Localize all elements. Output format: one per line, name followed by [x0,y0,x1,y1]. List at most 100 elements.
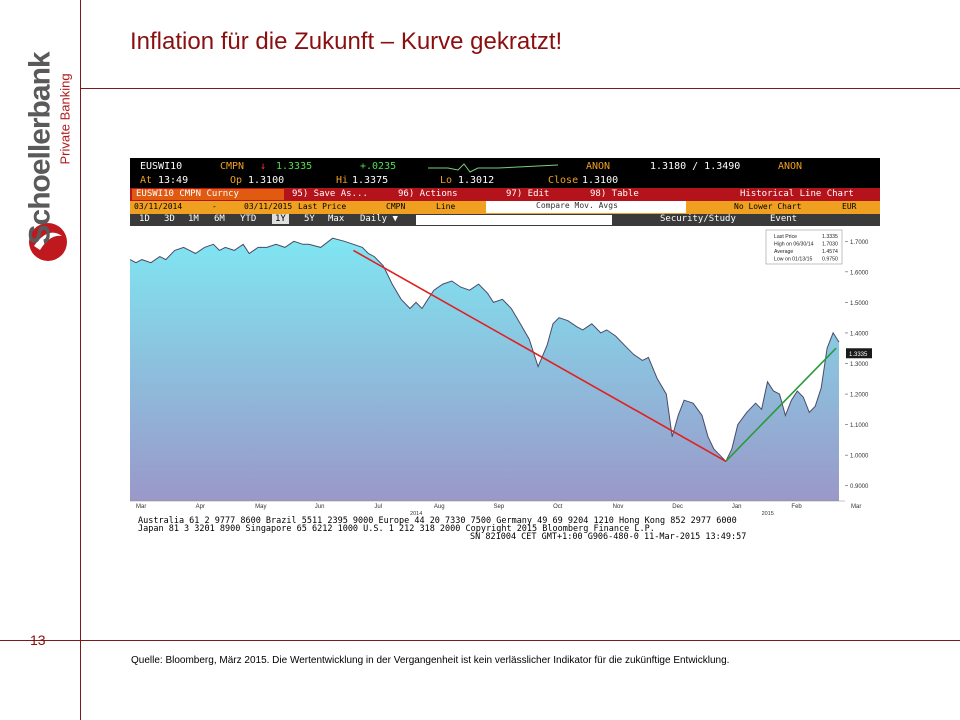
open-value: 1.3100 [248,175,285,186]
event-menu[interactable]: Event [770,214,798,224]
at-label: At [140,175,153,186]
net-change: +.0235 [360,161,397,172]
date-separator-icon: - [212,202,217,211]
x-tick-label: Jun [315,504,325,510]
sparkline [428,163,558,173]
period-bar: 1D 3D 1M 6M YTD 1Y 5Y Max Daily ▼ Securi… [130,214,880,226]
field-select[interactable]: Last Price [298,202,347,211]
legend-label: Average [774,249,793,255]
x-axis-background [130,501,880,516]
schoellerbank-logo: Schoellerbank Private Banking [18,30,74,290]
y-tick-label: 1.3000 [850,362,869,368]
year-label: 2015 [762,511,774,516]
period-6m[interactable]: 6M [214,214,225,224]
trend-line-1 [725,347,837,462]
series-line-0 [130,237,840,463]
x-tick-label: May [255,504,266,510]
y-tick-label: 0.9000 [850,484,869,490]
x-tick-label: Nov [613,504,624,510]
high-label: Hi [336,175,349,186]
page-number: 13 [30,632,46,648]
footer-line-1: Australia 61 2 9777 8600 Brazil 5511 239… [138,516,737,526]
menu-table[interactable]: 98) Table [590,189,639,199]
cmpn-label: CMPN [220,161,245,172]
series-area-0 [130,238,839,501]
high-value: 1.3375 [352,175,389,186]
period-max[interactable]: Max [328,214,345,224]
legend-label: Last Price [774,234,797,240]
legend-box [765,229,843,265]
menu-save-as[interactable]: 95) Save As... [292,189,368,199]
y-tick-label: 1.4000 [850,331,869,337]
source-select[interactable]: CMPN [386,202,406,211]
legend-value: 1.3335 [822,234,838,240]
y-tick-label: 1.7000 [850,240,869,246]
period-1m[interactable]: 1M [188,214,199,224]
logo-sub-text: Private Banking [57,73,73,165]
x-tick-label: Sep [494,504,505,510]
lower-chart-select[interactable]: No Lower Chart [734,202,802,211]
legend-value: 1.7030 [822,242,838,248]
x-tick-label: Oct [553,504,563,510]
legend-label: High on 06/30/14 [774,242,814,248]
ask-source: ANON [778,161,803,172]
style-select[interactable]: Line [436,202,456,211]
footer-rule [0,640,960,641]
logo-main-text: Schoellerbank [23,52,57,245]
logo-wordmark: Schoellerbank Private Banking [23,45,73,245]
terminal-footer: Australia 61 2 9777 8600 Brazil 5511 239… [130,516,880,540]
chart-svg: 1.7000 1.6000 1.5000 1.4000 1.3000 1.2000 1.10… [130,226,880,516]
x-tick-label: Feb [791,504,802,510]
bloomberg-terminal: EUSWI10 CMPN ↓ 1.3335 +.0235 ANON 1.3180… [130,158,880,540]
left-rule [80,0,81,720]
bid-source: ANON [586,161,611,172]
security-study[interactable]: Security/Study [660,214,736,224]
source-note: Quelle: Bloomberg, März 2015. Die Werten… [131,655,730,666]
low-label: Lo [440,175,453,186]
x-tick-label: Jul [374,504,382,510]
footer-line-2: Japan 81 3 3201 8900 Singapore 65 6212 1… [138,524,655,534]
menu-bar: EUSWI10 CMPN Curncy 95) Save As... 96) A… [130,188,880,201]
frequency-select[interactable]: Daily ▼ [360,214,398,224]
period-1y[interactable]: 1Y [272,214,289,224]
y-tick-label: 1.5000 [850,301,869,307]
last-price-tag: 1.3335 [849,352,868,358]
legend-label: Low on 01/13/15 [774,257,812,263]
currency-select[interactable]: EUR [842,202,857,211]
x-tick-label: Mar [851,504,861,510]
x-tick-label: Mar [136,504,146,510]
menu-actions[interactable]: 96) Actions [398,189,458,199]
period-input[interactable] [416,215,612,225]
period-5y[interactable]: 5Y [304,214,315,224]
ticker: EUSWI10 [140,161,183,172]
x-tick-label: Apr [196,504,205,510]
legend-value: 0.9750 [822,257,838,263]
open-label: Op [230,175,243,186]
menu-edit[interactable]: 97) Edit [506,189,550,199]
last-price: 1.3335 [276,161,313,172]
date-to[interactable]: 03/11/2015 [244,202,293,211]
last-price-tag-bg [846,348,872,359]
period-3d[interactable]: 3D [164,214,175,224]
x-tick-label: Dec [672,504,683,510]
at-time: 13:49 [158,175,189,186]
y-tick-label: 1.0000 [850,454,869,460]
x-tick-label: Jan [732,504,742,510]
y-tick-label: 1.6000 [850,270,869,276]
bid-ask: 1.3180 / 1.3490 [650,161,741,172]
x-tick-label: Aug [434,504,445,510]
down-arrow-icon: ↓ [260,161,267,172]
y-axis-background [845,226,880,516]
parameter-bar: 03/11/2014 - 03/11/2015 Last Price CMPN … [130,201,880,214]
title-rule [80,88,960,89]
y-tick-label: 1.2000 [850,393,869,399]
year-label: 2014 [410,511,422,516]
compare-field[interactable]: Compare Mov. Avgs [486,201,686,213]
chart-kind: Historical Line Chart [740,189,854,199]
security-name[interactable]: EUSWI10 CMPN Curncy [132,189,284,200]
period-1d[interactable]: 1D [139,214,150,224]
period-ytd[interactable]: YTD [240,214,257,224]
low-value: 1.3012 [458,175,495,186]
date-from[interactable]: 03/11/2014 [134,202,183,211]
trend-line-0 [353,249,727,462]
